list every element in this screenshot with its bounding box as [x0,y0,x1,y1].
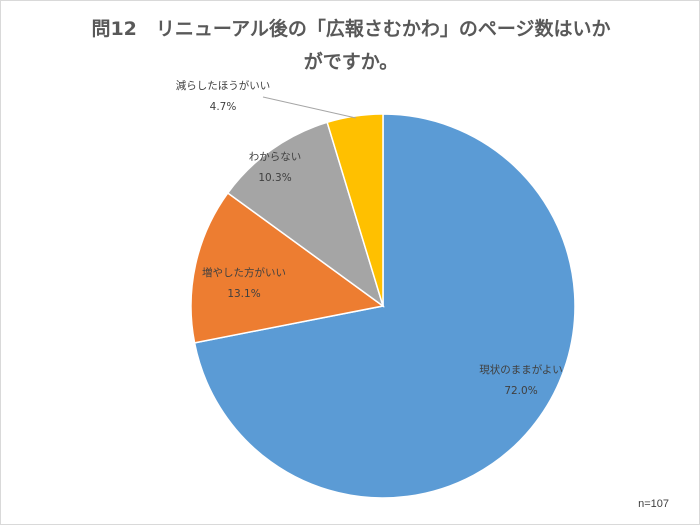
pie-slices [190,113,576,499]
chart-title-line-2: がですか。 [303,51,399,73]
slice-label-keep: 現状のままがよい [479,363,562,376]
pie-slice-unknown [226,121,385,308]
pie-slice-keep [193,113,576,499]
slice-label-decrease: 減らしたほうがいい [176,79,271,92]
slice-value-unknown: 10.3% [258,172,291,184]
chart-title-line-1: 問12 リニューアル後の「広報さむかわ」のページ数はいか [91,18,611,40]
slice-label-increase: 増やした方がいい [202,266,286,279]
leader-line-decrease [262,96,357,119]
slice-value-decrease: 4.7% [210,101,237,113]
slice-label-unknown: わからない [249,151,302,163]
pie-slice-decrease [326,113,384,307]
sample-size-note: n=107 [638,498,669,510]
slice-value-increase: 13.1% [227,288,260,300]
pie-slice-increase [190,191,385,344]
slice-value-keep: 72.0% [504,385,537,397]
